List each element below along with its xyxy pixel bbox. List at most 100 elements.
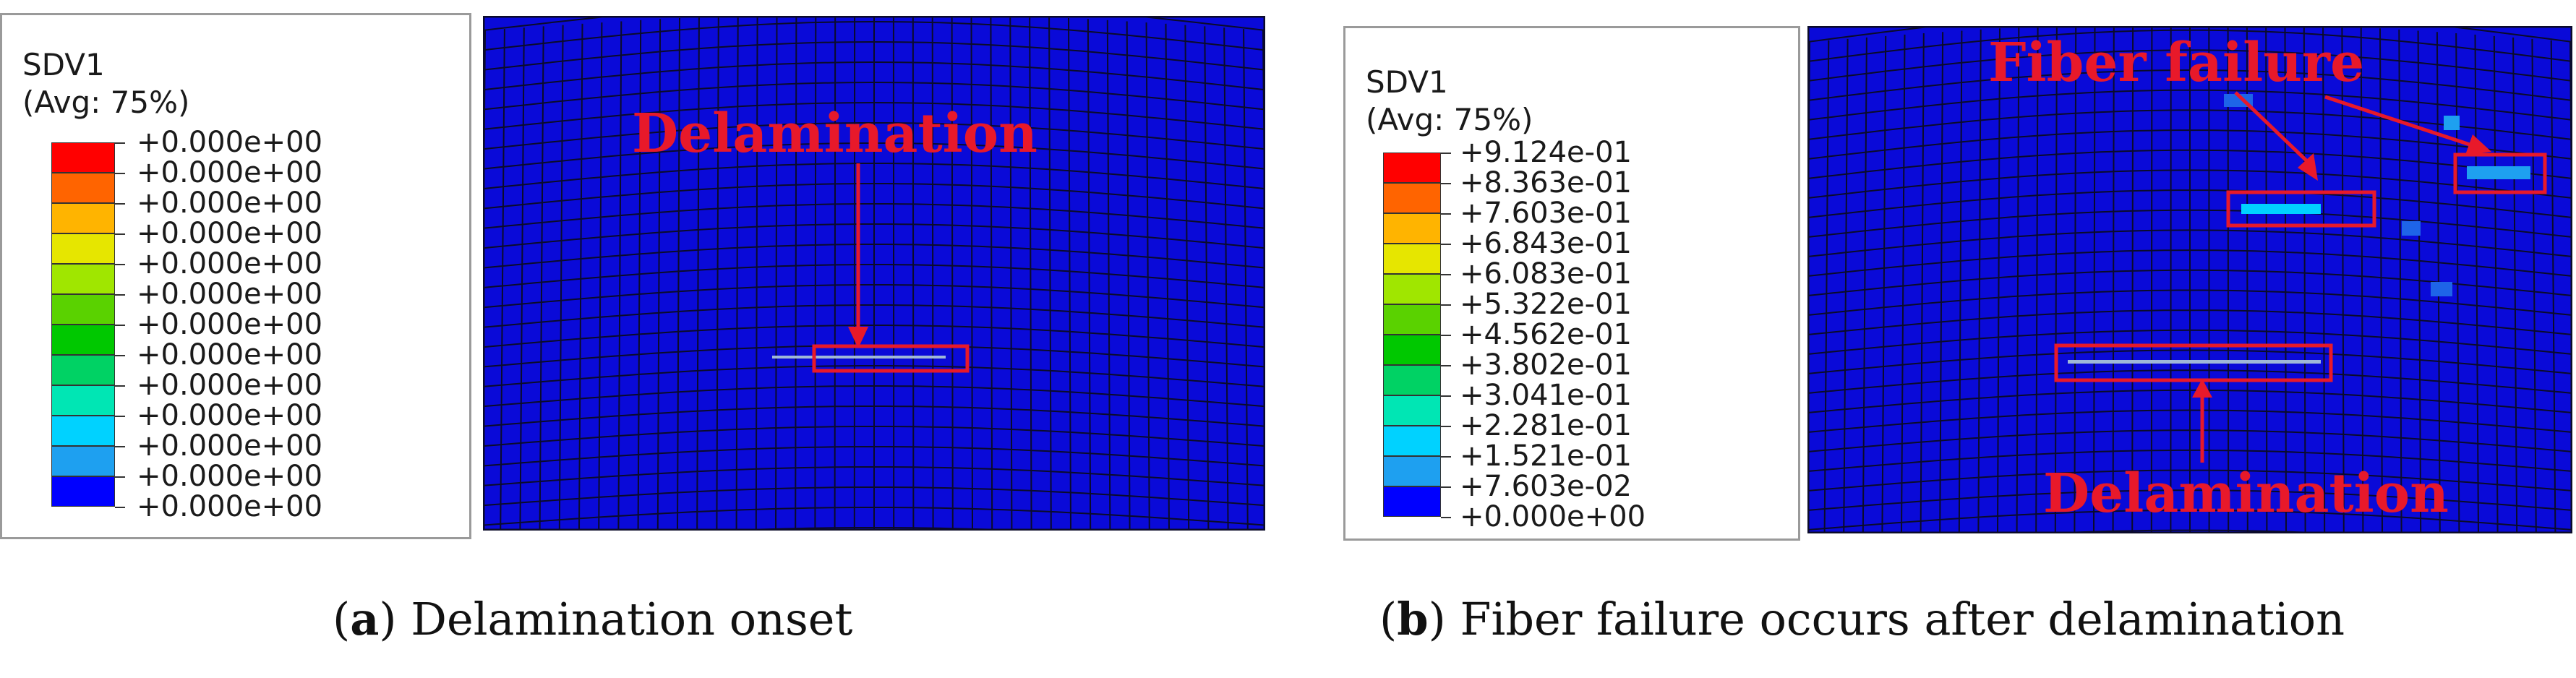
legend-a-label: +0.000e+00 [137, 308, 323, 341]
legend-a-label: +0.000e+00 [137, 156, 323, 189]
legend-a-swatch [51, 385, 115, 416]
legend-b-label: +8.363e-01 [1460, 166, 1632, 199]
mesh-a-grid-col [1243, 29, 1249, 531]
mesh-b-grid-col [1958, 30, 1963, 533]
arrow-line-b2 [2324, 95, 2470, 147]
legend-a-label: +0.000e+00 [137, 278, 323, 311]
mesh-b-grid-col [2035, 26, 2039, 533]
mesh-b-grid-col [1997, 28, 2001, 533]
legend-a-title: SDV1 [22, 47, 105, 82]
legend-a-swatch [51, 325, 115, 355]
legend-b-label: +7.603e-02 [1460, 470, 1632, 503]
legend-b-tick [1441, 213, 1451, 215]
legend-b-tick [1441, 486, 1451, 488]
legend-b-swatch [1383, 213, 1441, 244]
mesh-b-grid-col [2265, 26, 2268, 533]
legend-b-swatch [1383, 304, 1441, 335]
legend-a-tick [115, 325, 125, 326]
mesh-a-grid-col [1165, 23, 1170, 531]
mesh-a-grid-col [500, 29, 505, 531]
legend-b: SDV1 (Avg: 75%) +9.124e-01 +8.363e-01 +7.6… [1343, 26, 1800, 541]
mesh-a-grid-col [1204, 26, 1210, 531]
mesh-a-grid-col [637, 20, 642, 531]
mesh-b [1807, 26, 2572, 533]
legend-b-tick [1441, 335, 1451, 336]
mesh-a-grid-col [1106, 20, 1111, 531]
mesh-b-grid-col [2474, 34, 2479, 533]
mesh-a-grid-col [1048, 17, 1052, 531]
legend-b-title: SDV1 [1366, 64, 1448, 100]
mesh-b-grid-col [2531, 38, 2537, 533]
legend-a-swatch [51, 446, 115, 476]
legend-b-subtitle: (Avg: 75%) [1366, 102, 1533, 137]
legend-b-swatch [1383, 426, 1441, 456]
legend-b-tick [1441, 456, 1451, 458]
legend-a-subtitle: (Avg: 75%) [22, 85, 190, 120]
mesh-b-grid-col [2284, 26, 2287, 533]
legend-a-tick [115, 203, 125, 205]
legend-b-swatch [1383, 153, 1441, 183]
legend-b-swatch [1383, 395, 1441, 426]
caption-b-text: Fiber failure occurs after delamination [1445, 593, 2345, 645]
mesh-a-grid-col [539, 26, 544, 531]
legend-a-tick [115, 264, 125, 265]
caption-b: (b) Fiber failure occurs after delaminat… [1379, 593, 2345, 645]
legend-a-swatch [51, 173, 115, 203]
mesh-a-grid-col [814, 16, 817, 531]
delamination-crack-a [772, 356, 946, 359]
legend-a-label: +0.000e+00 [137, 460, 323, 493]
mesh-a-grid-col [1068, 18, 1071, 531]
mesh-b-grid-col [1823, 40, 1830, 533]
mesh-b-grid-col [1843, 38, 1849, 533]
mesh-a-grid-col [656, 19, 662, 531]
mesh-b-grid-col [2246, 26, 2248, 533]
delamination-box-a [812, 344, 970, 373]
legend-b-tick [1441, 244, 1451, 245]
mesh-b-grid-col [2016, 27, 2020, 533]
mesh-a-frame [483, 16, 1265, 531]
legend-a-swatch [51, 203, 115, 233]
legend-a-label: +0.000e+00 [137, 338, 323, 372]
legend-b-label: +6.843e-01 [1460, 227, 1632, 260]
delamination-label-b: Delamination [2043, 463, 2449, 525]
legend-b-label: +0.000e+00 [1460, 500, 1646, 533]
mesh-b-grid-col [2550, 40, 2556, 533]
mesh-a-grid-col [578, 23, 583, 531]
legend-a-label: +0.000e+00 [137, 217, 323, 250]
mesh-b-grid-col [2360, 27, 2364, 533]
legend-a-tick [115, 476, 125, 478]
mesh-b-grid-col [2227, 26, 2230, 533]
legend-a: SDV1 (Avg: 75%) +0.000e+00 +0.000e+00 +0.0… [0, 13, 471, 539]
legend-a-label: +0.000e+00 [137, 247, 323, 280]
damaged-element [2431, 282, 2452, 296]
legend-a-tick [115, 446, 125, 447]
fiber-failure-box-1 [2226, 190, 2376, 228]
annotation-layer-a: Delamination [632, 103, 1037, 373]
mesh-b-frame [1807, 26, 2572, 533]
mesh-a-grid-col [696, 17, 700, 531]
mesh-a-grid-col [970, 16, 973, 531]
legend-a-swatch [51, 476, 115, 507]
legend-a-tick [115, 416, 125, 417]
legend-a-tick [115, 142, 125, 144]
legend-b-tick [1441, 517, 1451, 518]
mesh-a-grid-col [519, 27, 525, 531]
mesh-a-grid-col [755, 16, 758, 531]
legend-b-label: +1.521e-01 [1460, 439, 1632, 473]
mesh-b-grid-col [2322, 26, 2326, 533]
caption-a: (a) Delamination onset [333, 593, 853, 645]
legend-b-label: +4.562e-01 [1460, 318, 1632, 351]
arrow-head-a [848, 327, 868, 348]
legend-a-label: +0.000e+00 [137, 186, 323, 220]
legend-a-tick [115, 385, 125, 387]
legend-a-tick [115, 173, 125, 174]
mesh-a-grid-col [795, 16, 797, 531]
legend-b-label: +6.083e-01 [1460, 257, 1632, 291]
mesh-a-grid-col [716, 16, 719, 531]
mesh-a-grid-col [912, 16, 915, 531]
caption-a-text: Delamination onset [396, 593, 853, 645]
mesh-b-grid-col [2379, 28, 2383, 533]
mesh-b-grid-col [2093, 26, 2096, 533]
arrow-head-b1 [2298, 153, 2318, 181]
mesh-b-grid-col [1977, 29, 1982, 533]
